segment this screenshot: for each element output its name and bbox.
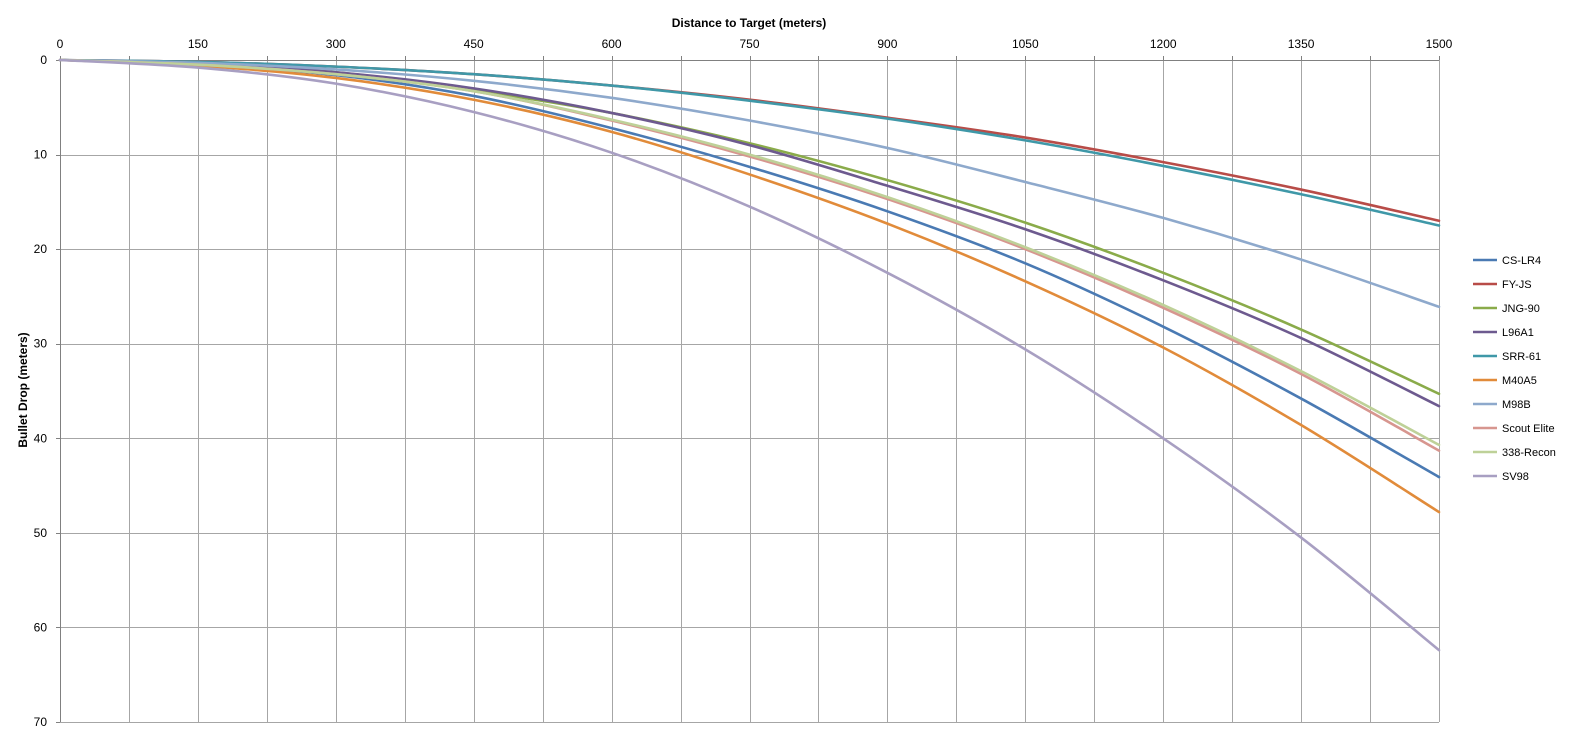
- legend-label-jng-90: JNG-90: [1502, 303, 1540, 315]
- x-tick-label: 1200: [1150, 37, 1177, 51]
- y-tick-label: 70: [34, 715, 48, 729]
- series-line-sv98: [58, 58, 1441, 652]
- legend: CS-LR4 FY-JS JNG-90 L96A1 SRR-61 M40A5 M98B Sco…: [1473, 255, 1556, 483]
- series-lines: [58, 58, 1441, 652]
- legend-label-scout-elite: Scout Elite: [1502, 423, 1555, 435]
- series-line-l96a1: [58, 58, 1441, 408]
- x-tick-label: 600: [602, 37, 622, 51]
- x-tick-label: 450: [464, 37, 484, 51]
- y-tick-label: 0: [40, 53, 47, 67]
- legend-label-sv98: SV98: [1502, 471, 1529, 483]
- legend-label-m98b: M98B: [1502, 399, 1531, 411]
- y-tick-label: 60: [34, 620, 48, 634]
- x-tick-label: 1350: [1288, 37, 1315, 51]
- x-tick-label: 300: [326, 37, 346, 51]
- series-line-338-recon: [58, 58, 1441, 447]
- series-line-m98b: [58, 58, 1441, 309]
- legend-label-srr-61: SRR-61: [1502, 351, 1541, 363]
- y-axis-title: Bullet Drop (meters): [16, 332, 30, 447]
- x-tick-label: 750: [739, 37, 759, 51]
- legend-label-338-recon: 338-Recon: [1502, 447, 1556, 459]
- series-line-srr-61: [58, 58, 1441, 227]
- x-tick-label: 0: [57, 37, 64, 51]
- y-tick-labels: 0 10 20 30 40 50 60 70: [34, 53, 48, 729]
- y-tick-label: 20: [34, 242, 48, 256]
- y-tick-label: 50: [34, 526, 48, 540]
- x-tick-label: 900: [877, 37, 897, 51]
- y-tick-label: 30: [34, 337, 48, 351]
- y-tick-label: 40: [34, 431, 48, 445]
- legend-label-l96a1: L96A1: [1502, 327, 1534, 339]
- legend-label-m40a5: M40A5: [1502, 375, 1537, 387]
- x-tick-label: 150: [188, 37, 208, 51]
- legend-label-cs-lr4: CS-LR4: [1502, 255, 1541, 267]
- series-line-m40a5: [58, 58, 1441, 514]
- legend-label-fy-js: FY-JS: [1502, 279, 1532, 291]
- x-axis-title: Distance to Target (meters): [672, 16, 826, 30]
- x-tick-labels: 0 150 300 450 600 750 900 1050 1200 1350 1500: [57, 37, 1453, 51]
- x-tick-label: 1500: [1426, 37, 1453, 51]
- x-tick-label: 1050: [1012, 37, 1039, 51]
- y-tick-label: 10: [34, 148, 48, 162]
- axes: [56, 56, 1440, 723]
